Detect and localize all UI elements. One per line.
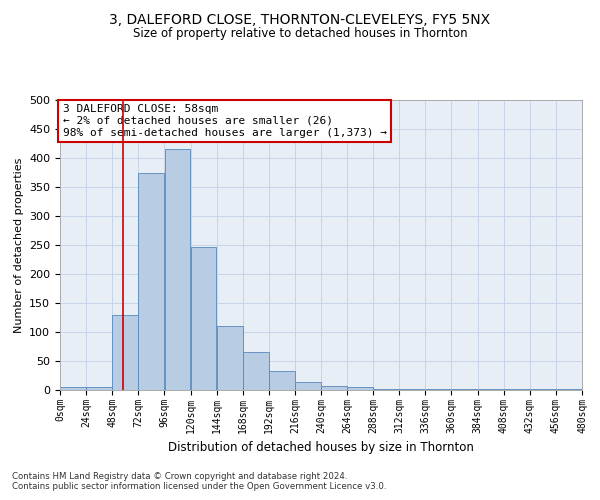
Bar bbox=[86, 387, 112, 390]
Bar bbox=[164, 150, 190, 390]
Bar bbox=[269, 371, 295, 390]
Bar bbox=[347, 387, 373, 390]
Bar bbox=[373, 389, 399, 390]
Text: Distribution of detached houses by size in Thornton: Distribution of detached houses by size … bbox=[168, 441, 474, 454]
Bar bbox=[191, 246, 217, 390]
Bar bbox=[217, 326, 242, 390]
Text: Contains HM Land Registry data © Crown copyright and database right 2024.: Contains HM Land Registry data © Crown c… bbox=[12, 472, 347, 481]
Bar bbox=[321, 386, 347, 390]
Text: 3 DALEFORD CLOSE: 58sqm
← 2% of detached houses are smaller (26)
98% of semi-det: 3 DALEFORD CLOSE: 58sqm ← 2% of detached… bbox=[62, 104, 386, 138]
Bar bbox=[243, 352, 269, 390]
Bar bbox=[112, 314, 138, 390]
Text: Contains public sector information licensed under the Open Government Licence v3: Contains public sector information licen… bbox=[12, 482, 386, 491]
Text: 3, DALEFORD CLOSE, THORNTON-CLEVELEYS, FY5 5NX: 3, DALEFORD CLOSE, THORNTON-CLEVELEYS, F… bbox=[109, 12, 491, 26]
Y-axis label: Number of detached properties: Number of detached properties bbox=[14, 158, 23, 332]
Bar bbox=[139, 172, 164, 390]
Bar bbox=[295, 382, 321, 390]
Bar bbox=[60, 387, 86, 390]
Text: Size of property relative to detached houses in Thornton: Size of property relative to detached ho… bbox=[133, 28, 467, 40]
